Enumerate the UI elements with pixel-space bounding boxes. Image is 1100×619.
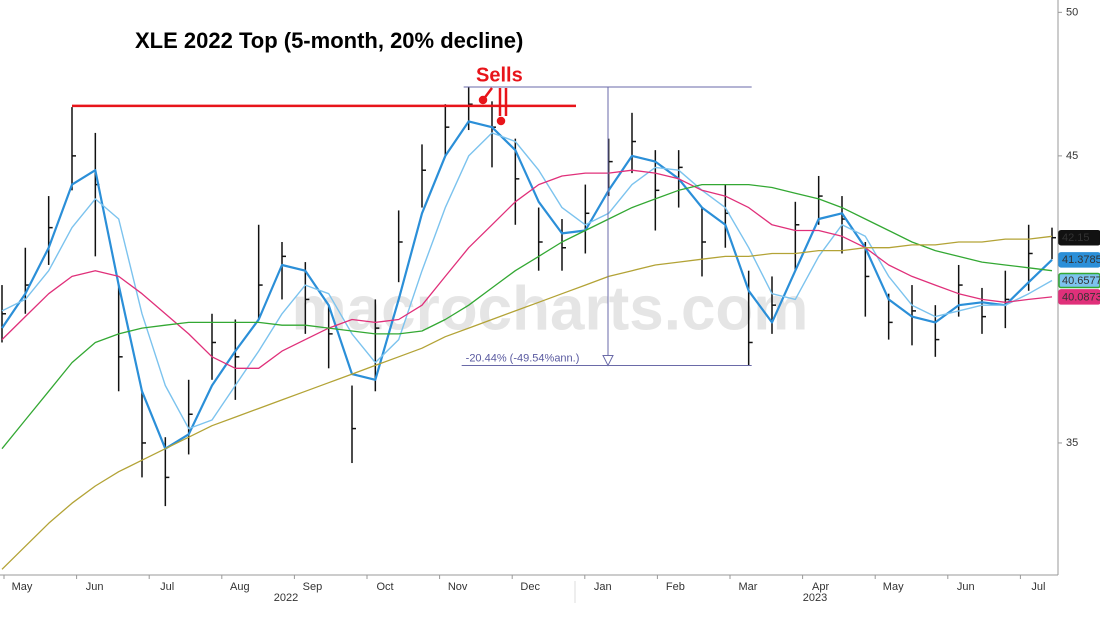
year-label: 2022 [274, 592, 298, 604]
y-tick-label: 45 [1066, 150, 1078, 162]
x-tick-label: Dec [520, 581, 540, 593]
measure-label: -20.44% (-49.54%ann.) [466, 352, 580, 364]
x-tick-label: May [883, 581, 904, 593]
chart-title: XLE 2022 Top (5-month, 20% decline) [135, 28, 523, 53]
y-tick-label: 50 [1066, 6, 1078, 18]
x-tick-label: Mar [739, 581, 758, 593]
x-tick-label: Aug [230, 581, 250, 593]
last-value-box [1058, 229, 1100, 246]
x-tick-label: Jun [86, 581, 104, 593]
year-label: 2023 [803, 592, 827, 604]
x-tick-label: Oct [376, 581, 393, 593]
x-tick-label: Nov [448, 581, 468, 593]
sell-dot [496, 116, 506, 126]
moving-average [1, 120, 1053, 450]
last-value-box [1058, 252, 1100, 268]
x-tick-label: Jun [957, 581, 975, 593]
watermark: macrocharts.com [292, 274, 809, 343]
moving-average [1, 235, 1053, 570]
measure-arrowhead [602, 354, 614, 367]
x-tick-label: Jan [594, 581, 612, 593]
last-value-label: 40.0873 [1062, 291, 1100, 303]
y-tick-label: 35 [1066, 437, 1078, 449]
sells-pointers [478, 87, 508, 126]
x-tick-label: Apr [812, 581, 829, 593]
last-value-label: 40.6577 [1062, 275, 1100, 287]
x-tick-label: Jul [160, 581, 174, 593]
sells-annotation: Sells [476, 64, 523, 86]
last-value-label: 42.15 [1062, 232, 1090, 244]
x-tick-label: May [12, 581, 33, 593]
moving-average [1, 183, 1053, 450]
sell-dot [478, 95, 488, 105]
last-value-box [1058, 289, 1100, 305]
x-tick-label: Jul [1031, 581, 1045, 593]
last-value-box [1058, 272, 1100, 289]
x-tick-label: Sep [303, 581, 323, 593]
x-tick-label: Feb [666, 581, 685, 593]
last-value-label: 41.3785 [1062, 254, 1100, 266]
